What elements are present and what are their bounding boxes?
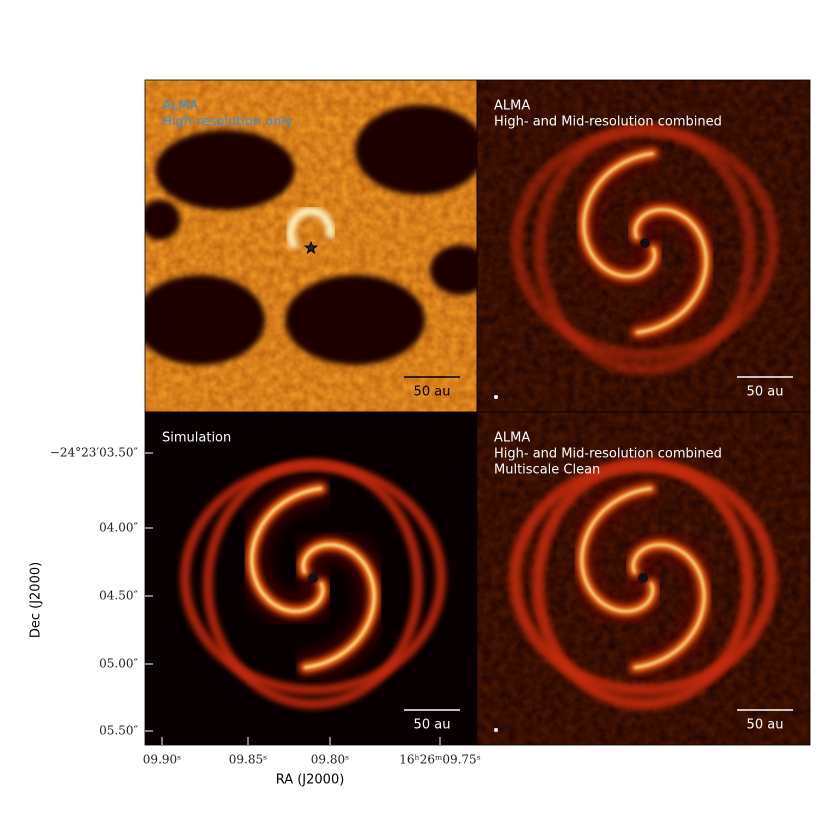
dark-region — [145, 275, 265, 365]
dark-region — [430, 245, 477, 295]
dark-region — [155, 130, 295, 210]
scale-bar-label: 50 au — [414, 718, 451, 733]
beam — [494, 728, 498, 732]
panel-label: ALMA — [494, 99, 530, 114]
scale-bar-label: 50 au — [747, 718, 784, 733]
x-tick-label: 09.85ˢ — [229, 753, 267, 767]
outer-arc — [534, 123, 756, 375]
dark-region — [285, 275, 425, 365]
y-axis-label: Dec (J2000) — [29, 562, 44, 638]
panel — [477, 412, 810, 745]
panel-label: High- and Mid-resolution combined — [494, 115, 722, 130]
panel-label: Simulation — [162, 431, 231, 446]
outer-arc — [532, 458, 754, 710]
panel-label: High-resolution only — [162, 115, 293, 130]
spiral-arm — [250, 487, 325, 613]
spiral-arm — [580, 487, 655, 613]
x-axis-label: RA (J2000) — [276, 773, 345, 788]
x-tick-label: 09.80ˢ — [311, 753, 349, 767]
spiral-arm — [631, 543, 706, 669]
beam — [494, 395, 498, 399]
y-tick-label: 04.50″ — [99, 589, 138, 603]
x-tick-label: 16ʰ26ᵐ09.75ˢ — [399, 753, 481, 767]
y-tick-label: 05.00″ — [99, 657, 138, 671]
panel-label: High- and Mid-resolution combined — [494, 447, 722, 462]
panel-label: Multiscale Clean — [494, 463, 600, 478]
spiral-arm — [301, 543, 376, 669]
star — [640, 238, 650, 248]
dark-region — [145, 200, 180, 240]
y-tick-label: −24°23′03.50″ — [50, 446, 139, 460]
dark-region — [355, 105, 477, 195]
scale-bar-label: 50 au — [747, 385, 784, 400]
outer-arc — [203, 459, 423, 709]
crescent — [286, 206, 335, 251]
panel — [145, 80, 477, 412]
panel — [145, 412, 477, 745]
panel-frame — [476, 411, 811, 746]
spiral-arm — [582, 152, 657, 278]
star — [308, 573, 318, 583]
y-tick-label: 05.50″ — [99, 724, 138, 738]
x-tick-label: 09.90ˢ — [143, 753, 181, 767]
panel-label: ALMA — [494, 431, 530, 446]
spiral-arm — [633, 208, 708, 334]
y-tick-label: 04.00″ — [99, 521, 138, 535]
panel — [477, 80, 810, 412]
star — [303, 240, 319, 255]
panel-label: ALMA — [162, 99, 198, 114]
scale-bar-label: 50 au — [414, 385, 451, 400]
star — [638, 573, 648, 583]
